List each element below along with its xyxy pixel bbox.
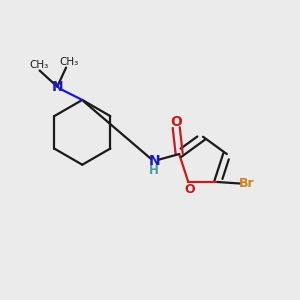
Text: Br: Br (238, 177, 254, 190)
Text: H: H (148, 164, 158, 177)
Text: O: O (170, 115, 182, 129)
Text: N: N (51, 80, 63, 94)
Text: N: N (148, 154, 160, 168)
Text: CH₃: CH₃ (59, 57, 79, 67)
Text: CH₃: CH₃ (29, 60, 48, 70)
Text: O: O (184, 183, 195, 196)
